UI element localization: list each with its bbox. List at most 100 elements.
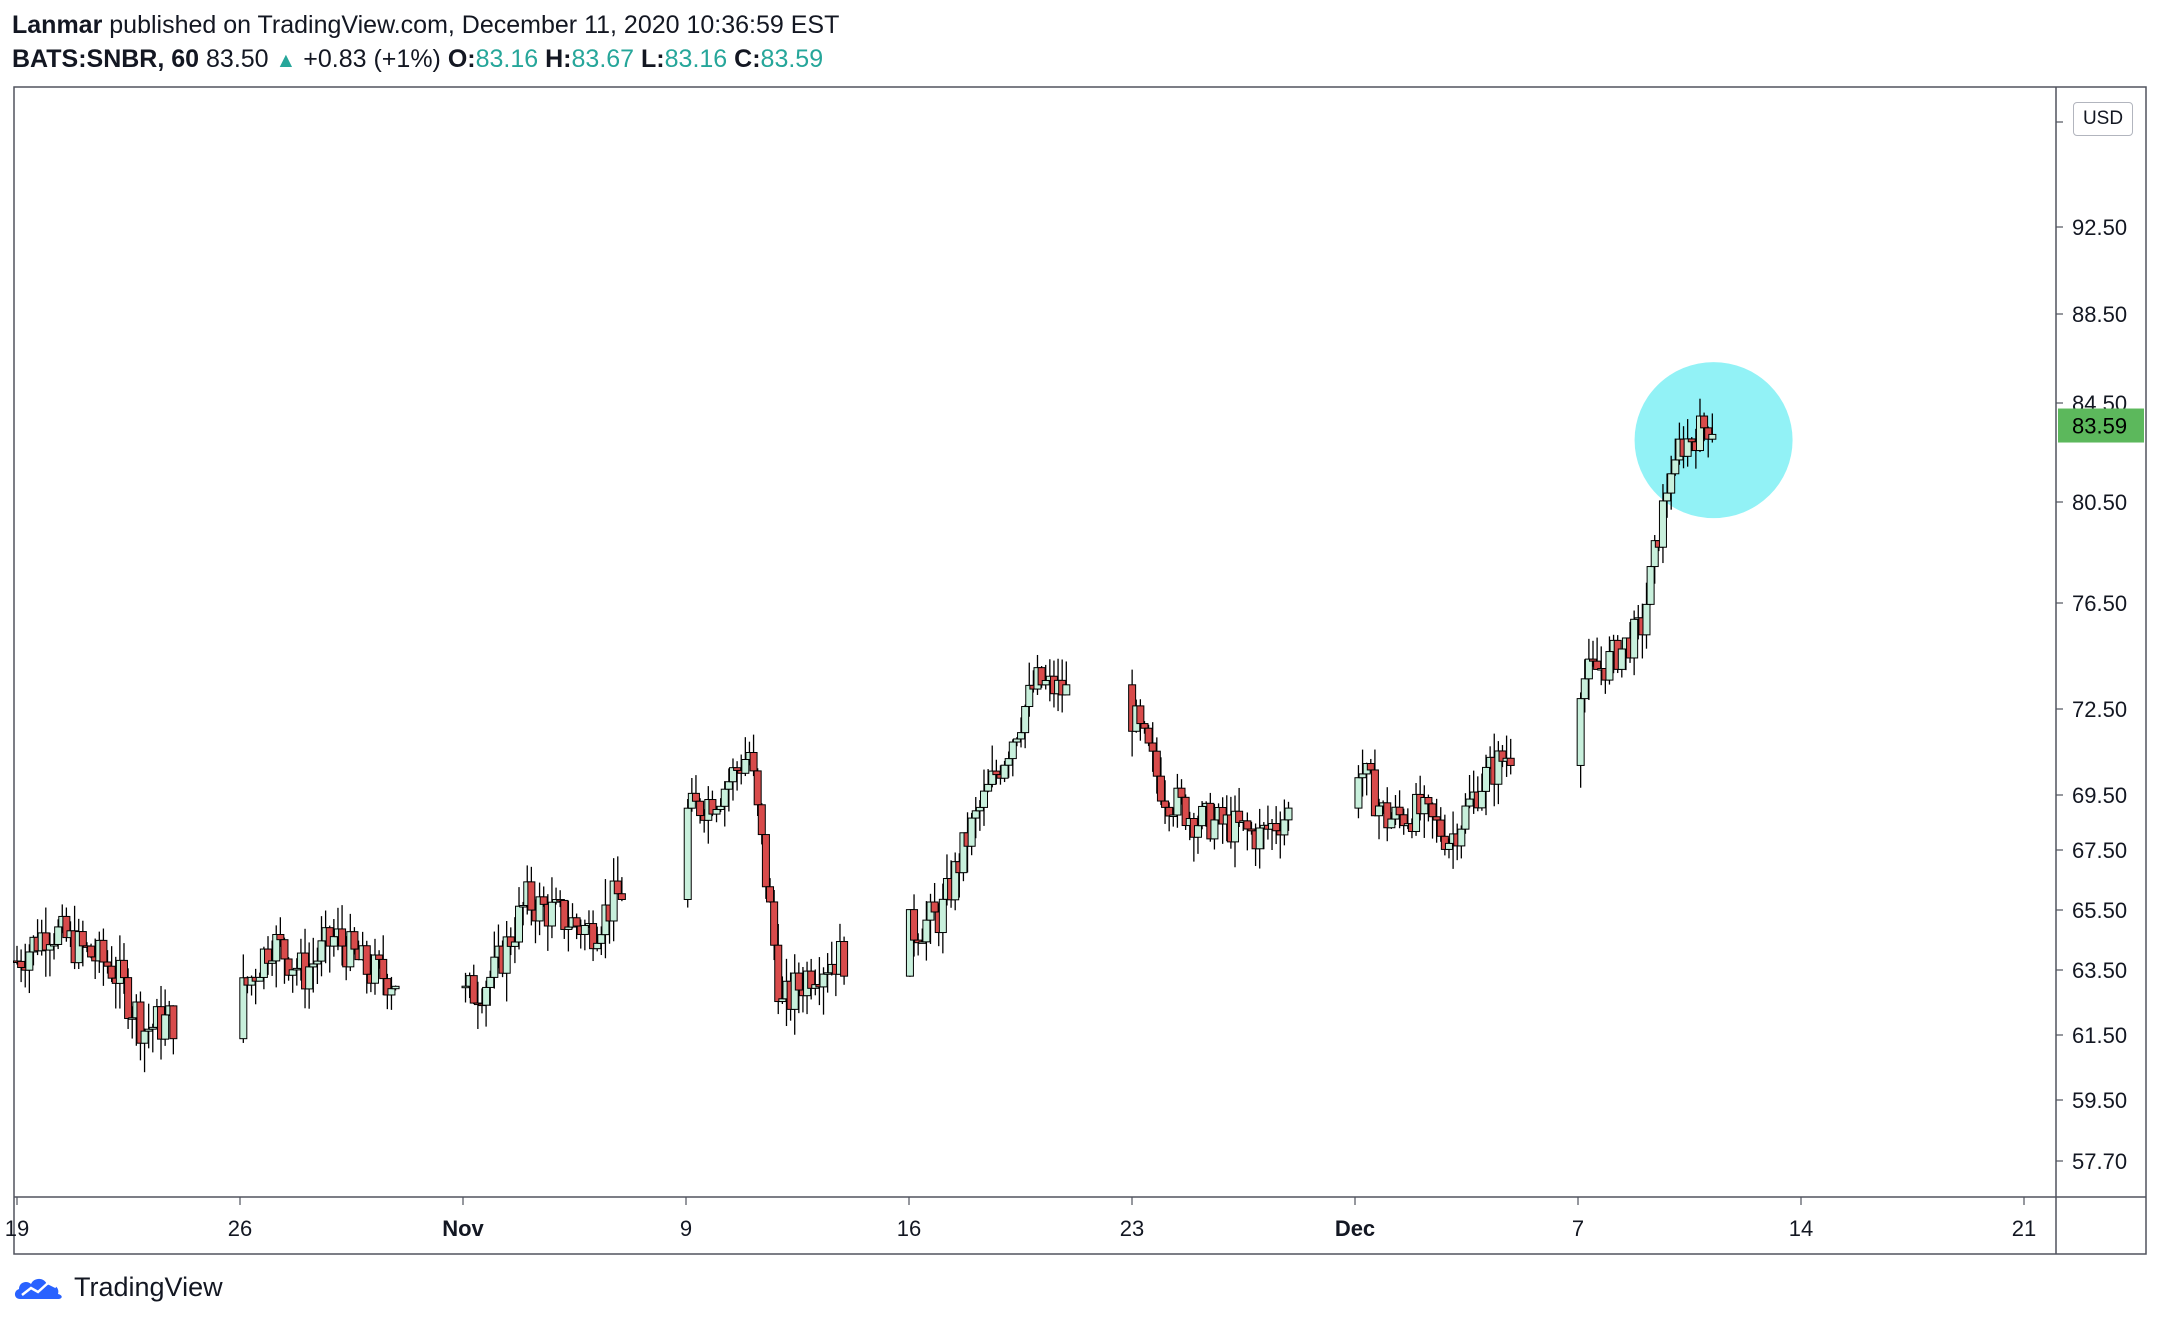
candle-up — [741, 758, 750, 774]
up-arrow-icon: ▲ — [275, 49, 297, 72]
price-change: +0.83 (+1%) — [303, 45, 441, 73]
candle-up — [1465, 798, 1474, 807]
candle-up — [391, 985, 400, 990]
candle-up — [1255, 827, 1264, 850]
open-label: O: — [447, 45, 476, 73]
price-tick-label: 76.50 — [2072, 591, 2127, 616]
candle-up — [971, 810, 980, 819]
candle-down — [1436, 819, 1445, 837]
symbol-label[interactable]: BATS:SNBR, 60 — [12, 45, 200, 73]
price-tick-label: 57.70 — [2072, 1149, 2127, 1174]
candle-up — [255, 976, 264, 982]
last-price-tag: 83.59 — [2058, 408, 2144, 443]
price-tick-label: 80.50 — [2072, 490, 2127, 515]
candle-up — [329, 936, 338, 947]
candle-down — [749, 752, 758, 772]
candle-down — [617, 893, 626, 900]
candle-up — [922, 919, 931, 943]
candle-down — [761, 834, 770, 888]
candle-down — [17, 960, 26, 968]
candle-up — [1193, 825, 1202, 838]
candle-up — [938, 898, 947, 934]
publish-line: Lanmar published on TradingView.com, Dec… — [12, 8, 839, 42]
candle-down — [78, 931, 87, 947]
candle-down — [527, 881, 536, 911]
footer: TradingView — [12, 1272, 223, 1303]
candle-up — [593, 942, 602, 950]
candle-down — [766, 886, 775, 903]
candle-down — [350, 931, 359, 950]
candle-down — [276, 934, 285, 941]
candle-down — [99, 939, 108, 963]
candle-down — [560, 899, 569, 930]
time-tick-label: Nov — [442, 1216, 484, 1241]
low-value: 83.16 — [664, 45, 728, 73]
price-tick-label: 63.50 — [2072, 958, 2127, 983]
candle-up — [1004, 758, 1013, 766]
candle-up — [1650, 540, 1659, 568]
price-tick-label: 88.50 — [2072, 302, 2127, 327]
candle-down — [572, 917, 581, 927]
chart-frame — [13, 86, 2147, 1255]
candle-up — [140, 1030, 149, 1044]
candle-down — [794, 972, 803, 991]
candle-down — [379, 958, 388, 980]
candle-down — [1136, 705, 1145, 725]
price-tick-label: 69.50 — [2072, 783, 2127, 808]
candle-down — [910, 909, 919, 941]
price-axis[interactable]: 92.5088.5084.5080.5076.5072.5069.5067.50… — [2056, 121, 2127, 1174]
close-value: 83.59 — [760, 45, 824, 73]
candle-down — [1272, 823, 1281, 832]
high-value: 83.67 — [571, 45, 635, 73]
candle-up — [967, 817, 976, 847]
candle-up — [1646, 566, 1655, 605]
candle-up — [370, 954, 379, 984]
candle-down — [124, 977, 133, 1020]
candle-down — [1366, 763, 1375, 771]
candle-up — [1494, 750, 1503, 785]
candle-down — [1181, 796, 1190, 827]
candle-up — [486, 976, 495, 988]
candle-down — [930, 901, 939, 913]
candle-up — [288, 969, 297, 976]
price-tick-label: 92.50 — [2072, 215, 2127, 240]
candle-up — [1354, 777, 1363, 809]
candle-up — [387, 988, 396, 996]
time-axis[interactable]: 19 26 Nov 9 16 23 Dec 7 14 21 — [5, 1197, 2036, 1241]
candle-up — [1062, 684, 1071, 696]
ohlc-line: BATS:SNBR, 60 83.50 ▲ +0.83 (+1%) O:83.1… — [12, 42, 839, 78]
candle-up — [1457, 828, 1466, 847]
candle-down — [280, 939, 289, 960]
candle-down — [1156, 775, 1165, 802]
candle-up — [597, 934, 606, 944]
time-tick-label: 7 — [1572, 1216, 1584, 1241]
candle-down — [1700, 415, 1709, 429]
candle-up — [1658, 500, 1667, 548]
candle-up — [683, 807, 692, 900]
tradingview-brand[interactable]: TradingView — [74, 1272, 223, 1302]
candle-up — [712, 809, 721, 815]
highlight-circle — [1634, 362, 1793, 519]
price-tick-label: 65.50 — [2072, 898, 2127, 923]
currency-badge[interactable]: USD — [2073, 102, 2133, 136]
candle-down — [840, 941, 849, 977]
candle-up — [1280, 819, 1289, 836]
candle-up — [1617, 648, 1626, 670]
tradingview-cloud-icon[interactable] — [12, 1273, 66, 1303]
author-name[interactable]: Lanmar — [12, 11, 103, 39]
candle-down — [1152, 750, 1161, 777]
candle-up — [1630, 618, 1639, 659]
candle-down — [469, 975, 478, 1004]
candle-up — [305, 966, 314, 990]
candle-up — [535, 896, 544, 922]
candle-up — [515, 905, 524, 943]
candle-up — [25, 951, 34, 971]
candle-up — [1387, 818, 1396, 829]
candle-up — [1576, 698, 1585, 766]
candle-up — [482, 986, 491, 1006]
candle-down — [770, 901, 779, 946]
candle-up — [580, 924, 589, 935]
candle-up — [1008, 741, 1017, 760]
candle-down — [284, 958, 293, 976]
